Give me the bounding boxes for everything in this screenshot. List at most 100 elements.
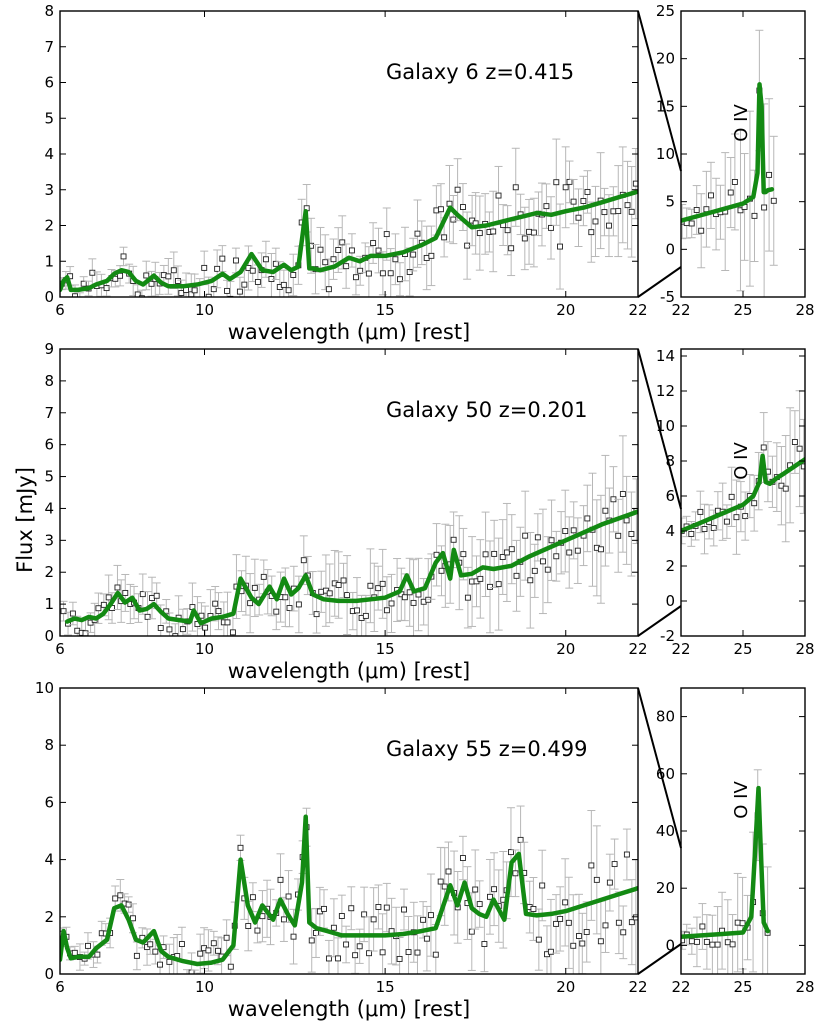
- data-point: [761, 204, 768, 211]
- x-tick-label: 6: [55, 301, 65, 319]
- data-point: [441, 883, 448, 890]
- data-point: [370, 916, 377, 923]
- x-tick-label: 6: [55, 640, 65, 658]
- data-point: [227, 963, 234, 970]
- y-tick-label: 25: [656, 2, 675, 20]
- data-point: [295, 601, 302, 608]
- data-point: [143, 272, 150, 279]
- data-point: [548, 537, 555, 544]
- y-tick-label: 80: [656, 708, 675, 726]
- data-point: [531, 567, 538, 574]
- data-point: [210, 940, 217, 947]
- y-tick-label: 4: [44, 851, 54, 869]
- data-point: [508, 546, 515, 553]
- x-tick-label: 25: [733, 640, 752, 658]
- plot-area: [681, 29, 778, 297]
- data-point: [437, 878, 444, 885]
- data-point: [800, 463, 805, 470]
- y-tick-label: 12: [656, 382, 675, 400]
- data-point: [148, 280, 155, 287]
- data-point: [576, 933, 582, 939]
- plot-frame: [59, 348, 639, 637]
- data-point: [120, 253, 127, 260]
- data-point: [80, 280, 87, 287]
- o-iv-annotation: O IV: [731, 104, 752, 142]
- data-point: [249, 894, 256, 901]
- data-point: [375, 247, 382, 254]
- y-tick-label: 6: [44, 793, 54, 811]
- data-point: [782, 485, 789, 492]
- data-point: [708, 192, 714, 199]
- data-point: [352, 274, 359, 281]
- data-point: [460, 204, 466, 210]
- data-point: [172, 633, 179, 636]
- data-point: [543, 203, 550, 210]
- data-point: [361, 911, 368, 918]
- data-point: [236, 288, 243, 295]
- x-axis-label: wavelength (μm) [rest]: [228, 320, 471, 344]
- panel-title: Galaxy 50 z=0.201: [386, 398, 588, 422]
- data-point: [84, 942, 91, 949]
- zoom-connector: [637, 605, 682, 637]
- data-point: [570, 942, 577, 949]
- data-point: [495, 192, 502, 199]
- data-point: [620, 929, 627, 936]
- data-point: [623, 851, 630, 858]
- data-point: [491, 886, 498, 893]
- data-point: [751, 500, 758, 507]
- data-point: [731, 179, 738, 185]
- model-fit-line: [64, 509, 638, 626]
- data-point: [396, 955, 403, 962]
- data-point: [202, 624, 209, 631]
- data-point: [397, 276, 403, 283]
- data-point: [379, 270, 386, 277]
- data-point: [584, 188, 591, 195]
- data-point: [219, 255, 226, 262]
- data-point: [487, 583, 493, 590]
- data-point: [751, 212, 758, 219]
- data-point: [766, 171, 773, 178]
- panel-3: 6 10 15 20 22 0 2 4 6 8 10 Galaxy 55 z=0.499 wavelen…: [35, 679, 648, 1021]
- data-point: [308, 937, 315, 944]
- data-point: [89, 269, 96, 276]
- data-point: [241, 281, 248, 288]
- data-point: [191, 287, 198, 294]
- data-point: [112, 895, 119, 902]
- data-point: [699, 923, 706, 930]
- data-point: [205, 947, 212, 954]
- data-point: [548, 224, 554, 231]
- data-point: [580, 198, 587, 204]
- data-point: [562, 184, 569, 191]
- data-point: [285, 893, 292, 900]
- x-tick-label: 28: [795, 640, 814, 658]
- data-point: [593, 876, 600, 883]
- y-tick-label: 3: [44, 531, 54, 549]
- data-point: [427, 912, 434, 919]
- data-point: [365, 270, 372, 277]
- data-point: [628, 919, 635, 926]
- x-tick-label: 22: [628, 640, 647, 658]
- data-point: [495, 581, 502, 588]
- data-point: [534, 534, 541, 541]
- data-point: [179, 626, 186, 633]
- y-tick-label: 20: [656, 50, 675, 68]
- data-point: [273, 608, 280, 615]
- data-point: [339, 239, 346, 246]
- data-point: [737, 207, 744, 214]
- y-tick-label: 6: [44, 74, 54, 92]
- x-tick-label: 15: [376, 301, 395, 319]
- x-tick-label: 10: [195, 301, 214, 319]
- data-point: [348, 905, 355, 912]
- data-point: [232, 257, 239, 264]
- data-point: [597, 546, 604, 553]
- data-point: [71, 949, 78, 956]
- data-point: [245, 923, 252, 929]
- data-point: [401, 906, 407, 913]
- x-tick-label: 20: [556, 301, 575, 319]
- y-tick-label: 8: [665, 452, 675, 470]
- data-point: [632, 914, 638, 921]
- data-point: [733, 514, 740, 521]
- data-point: [611, 861, 618, 868]
- data-point: [286, 605, 293, 611]
